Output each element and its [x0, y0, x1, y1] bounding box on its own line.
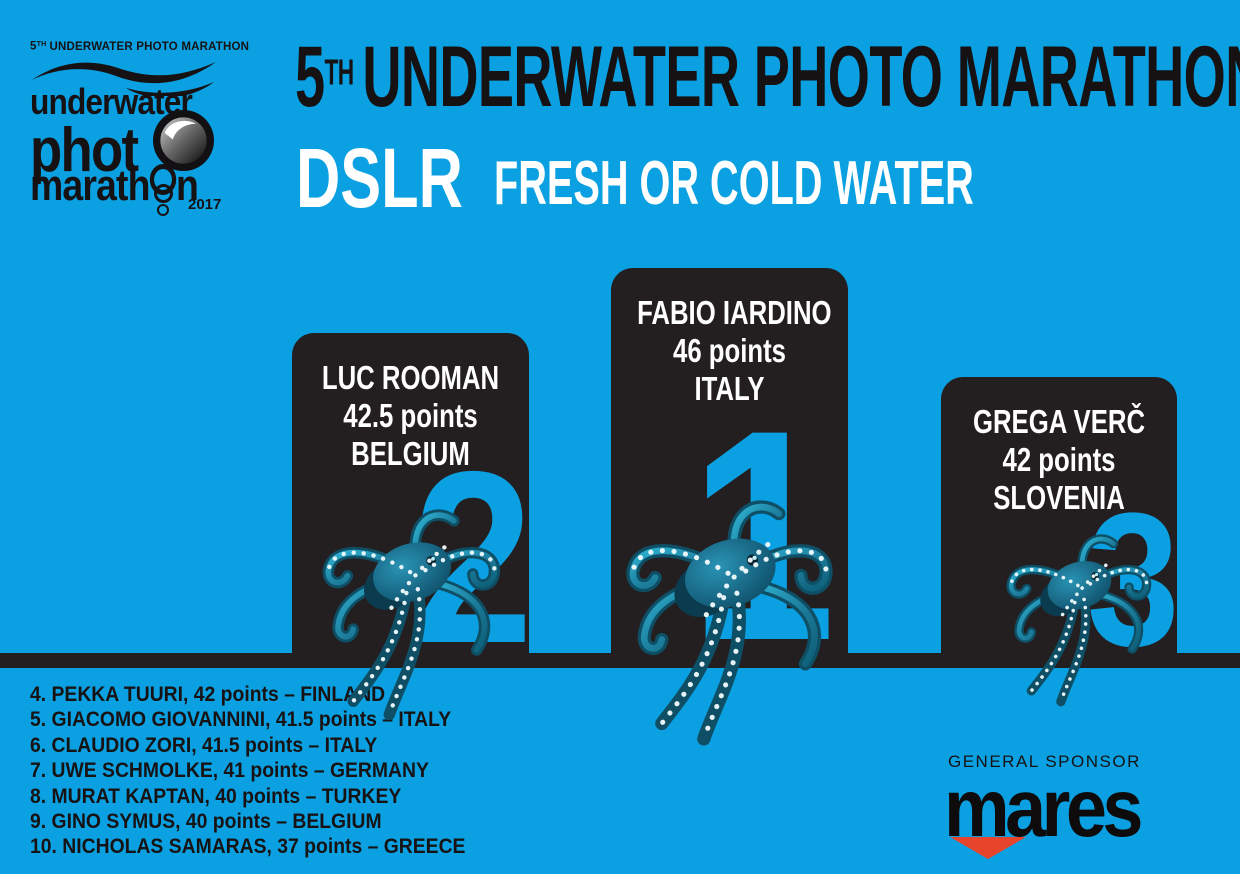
mares-logo: mares: [944, 763, 1143, 854]
winner-name: FABIO IARDINO: [637, 294, 832, 331]
result-item: 9. GINO SYMUS, 40 points – BELGIUM: [30, 809, 382, 834]
logo-tagline: 5TH UNDERWATER PHOTO MARATHON: [30, 40, 250, 53]
sponsor-label: GENERAL SPONSOR: [948, 752, 1141, 771]
result-item: 6. CLAUDIO ZORI, 41.5 points – ITALY: [30, 732, 378, 757]
wave-swoosh-icon: [32, 62, 216, 96]
subcategory-title: FRESH OR COLD WATER: [494, 149, 974, 218]
result-item: 4. PEKKA TUURI, 42 points – FINLAND: [30, 682, 386, 706]
logo-word-marathon: marath n: [30, 161, 199, 210]
winner-name: LUC ROOMAN: [321, 359, 500, 396]
octopus-image: [300, 460, 528, 726]
camera-lens-icon: [152, 109, 215, 172]
winner-name: GREGA VERČ: [972, 403, 1146, 440]
podium-block-second: LUC ROOMAN 42.5 points BELGIUM 2: [292, 333, 529, 668]
octopus-image: [600, 443, 865, 752]
category-title: DSLR: [296, 131, 463, 225]
result-item: 10. NICHOLAS SAMARAS, 37 points – GREECE: [30, 834, 466, 859]
winner-points: 42 points: [1002, 441, 1116, 478]
logo-year: 2017: [188, 196, 222, 213]
octopus-image: [988, 494, 1174, 711]
event-logo: 5TH UNDERWATER PHOTO MARATHON underwater …: [30, 38, 249, 228]
result-item: 5. GIACOMO GIOVANNINI, 41.5 points – ITA…: [30, 707, 452, 732]
podium-block-third: GREGA VERČ 42 points SLOVENIA 3: [941, 377, 1177, 668]
result-item: 8. MURAT KAPTAN, 40 points – TURKEY: [30, 783, 402, 808]
winner-country: BELGIUM: [351, 435, 470, 472]
mares-red-triangle-icon: [950, 837, 1026, 859]
logo-word-photo: phot: [30, 116, 139, 185]
logo-word-underwater: underwater: [30, 81, 193, 122]
winner-points: 42.5 points: [343, 397, 478, 434]
air-bubble-icon: [157, 204, 169, 216]
winner-country: ITALY: [694, 370, 765, 407]
winner-points: 46 points: [672, 332, 786, 369]
air-bubble-icon: [154, 184, 173, 203]
podium-floor-bar: [0, 653, 1240, 668]
result-item: 7. UWE SCHMOLKE, 41 points – GERMANY: [30, 758, 429, 783]
results-list: 4. PEKKA TUURI, 42 points – FINLAND 5. G…: [30, 682, 514, 860]
winner-country: SLOVENIA: [993, 479, 1125, 516]
page-title: 5TH UNDERWATER PHOTO MARATHON: [295, 29, 1240, 125]
